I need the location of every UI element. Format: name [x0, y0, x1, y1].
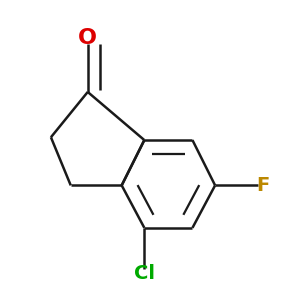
Text: F: F: [256, 176, 270, 195]
Text: Cl: Cl: [134, 264, 155, 283]
Text: O: O: [78, 28, 97, 48]
